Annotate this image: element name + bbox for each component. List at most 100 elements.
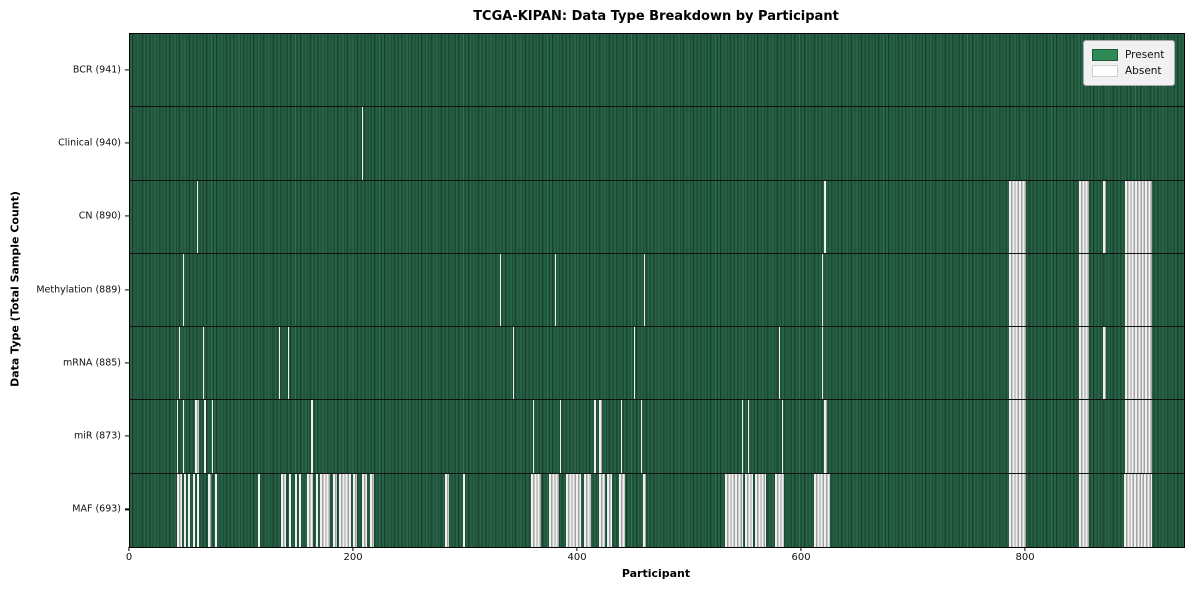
absent-run	[1009, 473, 1027, 547]
legend-item-present: Present	[1092, 47, 1166, 63]
absent-run	[1009, 327, 1027, 400]
absent-run	[822, 327, 824, 400]
absent-run	[289, 473, 292, 547]
x-tick-mark	[128, 547, 130, 551]
absent-run	[311, 400, 313, 473]
absent-run	[530, 473, 542, 547]
absent-run	[724, 473, 743, 547]
absent-run	[208, 473, 211, 547]
absent-run	[1078, 473, 1089, 547]
absent-run	[607, 473, 612, 547]
absent-run	[1009, 400, 1027, 473]
absent-run	[299, 473, 302, 547]
absent-run	[444, 473, 450, 547]
legend: Present Absent	[1083, 40, 1175, 86]
absent-run	[257, 473, 260, 547]
absent-run	[315, 473, 319, 547]
y-tick-mark	[125, 362, 129, 364]
absent-run	[192, 473, 195, 547]
row-mrna	[130, 327, 1184, 401]
absent-run	[203, 400, 207, 473]
absent-run	[744, 473, 753, 547]
absent-run	[775, 473, 785, 547]
absent-run	[182, 253, 184, 327]
x-tick-label-600: 600	[791, 552, 811, 563]
absent-run	[1124, 327, 1152, 400]
absent-run	[211, 400, 213, 473]
absent-run	[1103, 180, 1106, 253]
x-tick-mark	[576, 547, 578, 551]
absent-run	[533, 400, 535, 473]
absent-run	[1009, 253, 1027, 327]
absent-run	[215, 473, 218, 547]
absent-run	[642, 473, 647, 547]
absent-run	[1124, 253, 1152, 327]
absent-run	[499, 253, 501, 327]
absent-run	[183, 473, 186, 547]
x-tick-mark	[1024, 547, 1026, 551]
x-axis-label: Participant	[621, 567, 691, 580]
absent-run	[194, 400, 200, 473]
absent-run	[640, 400, 642, 473]
absent-run	[197, 180, 199, 253]
absent-run	[462, 473, 465, 547]
chart-title: TCGA-KIPAN: Data Type Breakdown by Parti…	[473, 9, 839, 24]
row-methylation	[130, 253, 1184, 328]
absent-run	[197, 473, 200, 547]
absent-run	[306, 473, 313, 547]
absent-run	[177, 400, 179, 473]
absent-run	[755, 473, 767, 547]
x-tick-mark	[352, 547, 354, 551]
legend-absent-swatch-icon	[1092, 65, 1118, 77]
x-tick-label-200: 200	[343, 552, 363, 563]
legend-present-swatch-icon	[1092, 49, 1118, 61]
row-cn	[130, 180, 1184, 254]
y-tick-mark	[125, 508, 129, 510]
absent-run	[619, 473, 626, 547]
x-tick-mark	[800, 547, 802, 551]
y-tick-label-mrna: mRNA (885)	[62, 357, 121, 369]
absent-run	[361, 107, 363, 180]
absent-run	[332, 473, 338, 547]
y-tick-mark	[125, 435, 129, 437]
absent-run	[182, 400, 184, 473]
y-tick-label-mir: miR (873)	[73, 430, 121, 442]
y-tick-label-methylation: Methylation (889)	[36, 284, 121, 295]
row-mir	[130, 400, 1184, 474]
absent-run	[177, 473, 182, 547]
y-tick-mark	[125, 288, 129, 291]
absent-run	[814, 473, 831, 547]
x-tick-label-0: 0	[125, 552, 133, 563]
absent-run	[548, 473, 559, 547]
row-bcr	[130, 34, 1184, 108]
absent-run	[634, 327, 636, 400]
absent-run	[824, 180, 826, 253]
absent-run	[824, 400, 827, 473]
x-tick-label-400: 400	[567, 552, 587, 563]
absent-run	[644, 253, 646, 327]
absent-run	[593, 400, 596, 473]
absent-run	[1103, 327, 1106, 400]
legend-present-label: Present	[1125, 49, 1165, 61]
y-tick-label-cn: CN (890)	[78, 210, 121, 222]
absent-run	[281, 473, 286, 547]
absent-run	[1009, 180, 1027, 253]
absent-run	[822, 253, 824, 327]
absent-run	[1123, 473, 1152, 547]
absent-run	[1124, 400, 1152, 473]
absent-run	[599, 400, 602, 473]
absent-run	[778, 327, 780, 400]
absent-run	[352, 473, 358, 547]
y-tick-label-clinical: Clinical (940)	[58, 137, 121, 149]
absent-run	[741, 400, 743, 473]
absent-run	[369, 473, 375, 547]
y-tick-mark	[125, 142, 129, 144]
absent-run	[620, 400, 622, 473]
absent-run	[565, 473, 582, 547]
absent-run	[748, 400, 750, 473]
absent-run	[320, 473, 331, 547]
absent-run	[1124, 180, 1152, 253]
absent-run	[294, 473, 297, 547]
row-clinical	[130, 107, 1184, 181]
